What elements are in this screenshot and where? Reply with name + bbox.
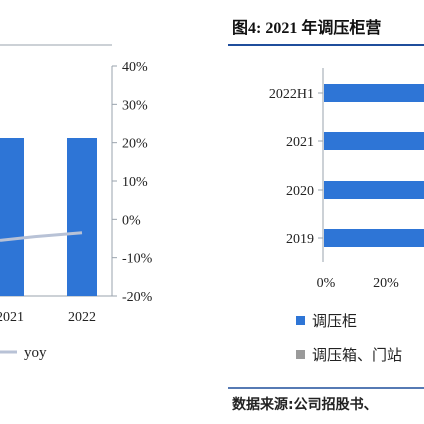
source-note: 数据来源:公司招股书、 — [232, 396, 378, 413]
y2-tick-label: 20% — [122, 137, 148, 152]
y2-tick-label: 30% — [122, 98, 148, 113]
y2-tick-label: -10% — [122, 252, 153, 267]
y-tick-label: 2020 — [286, 184, 314, 199]
legend-label-regulator-box: 调压箱、门站 — [312, 346, 402, 364]
bar-2021 — [0, 138, 24, 296]
y-tick-label: 2022H1 — [269, 87, 314, 102]
y2-tick-label: -20% — [122, 290, 153, 305]
legend-yoy-label: yoy — [24, 345, 47, 361]
bar-2022H1 — [324, 84, 424, 102]
yoy-line — [0, 231, 83, 242]
left-chart: 40% 30% 20% 10% 0% -10% -20% 2021 2022 yoy — [0, 44, 153, 361]
y2-tick-label: 40% — [122, 60, 148, 75]
legend-label-regulator-cabinet: 调压柜 — [312, 312, 357, 330]
x-tick-label: 2022 — [68, 310, 96, 325]
bar-2019 — [324, 229, 424, 247]
y2-tick-label: 10% — [122, 175, 148, 190]
bar-2020 — [324, 181, 424, 199]
legend-swatch-regulator-box — [296, 350, 305, 359]
y2-tick-label: 0% — [122, 213, 141, 228]
x-tick-label: 2021 — [0, 310, 24, 325]
y-tick-label: 2019 — [286, 232, 314, 247]
y-tick-label: 2021 — [286, 135, 314, 150]
bar-2022 — [67, 138, 97, 296]
x-tick-label: 0% — [317, 276, 336, 291]
right-chart: 图4: 2021 年调压柜营 2022H1 2021 2020 2019 0% 20% 调压柜… — [228, 18, 424, 413]
bar-2021 — [324, 132, 424, 150]
legend-swatch-regulator-cabinet — [296, 316, 305, 325]
x-tick-label: 20% — [373, 276, 399, 291]
right-chart-title: 图4: 2021 年调压柜营 — [232, 18, 381, 37]
